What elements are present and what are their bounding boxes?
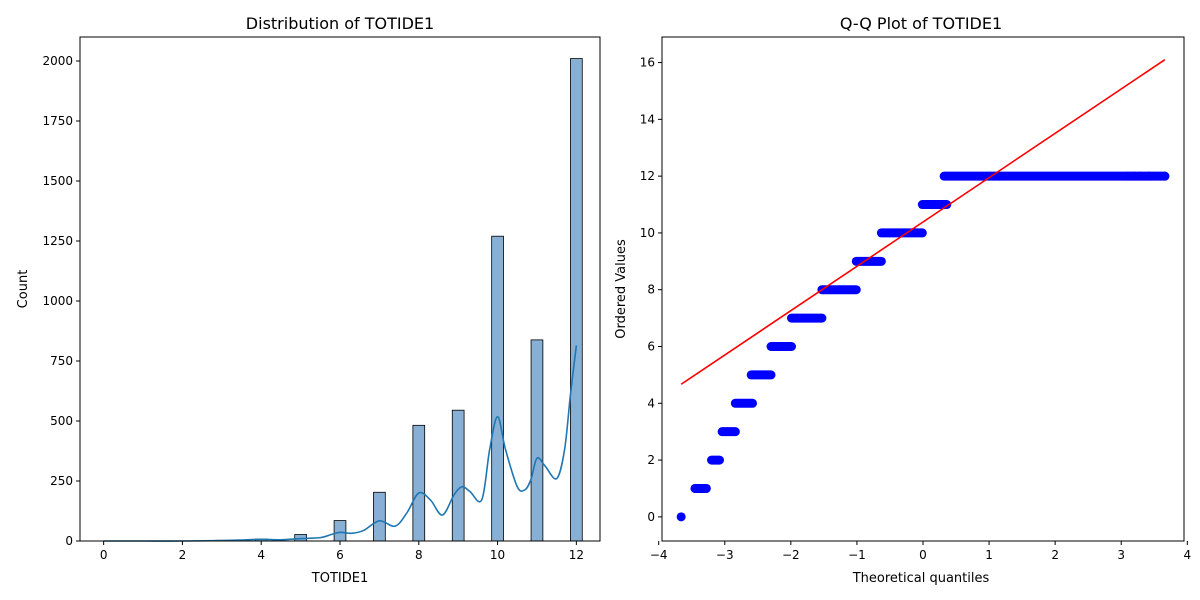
qq-fit-line (680, 59, 1166, 385)
histogram-panel: Distribution of TOTIDE1 0 2 4 6 8 10 12 0 250 50… (16, 14, 601, 586)
qq-y-tick-label: 0 (647, 510, 655, 524)
histogram-bar (373, 491, 386, 542)
histogram-title: Distribution of TOTIDE1 (246, 14, 434, 33)
qq-x-tick-label: 0 (919, 548, 927, 562)
histogram-y-tick-label: 750 (50, 354, 73, 368)
kde-curve (103, 345, 578, 542)
qq-panel: Q-Q Plot of TOTIDE1 −4 −3 −2 −1 0 1 2 3 4 024681… (614, 14, 1191, 586)
qq-x-ticks: −4 −3 −2 −1 0 1 2 3 4 (650, 541, 1191, 562)
qq-point (1135, 171, 1145, 181)
qq-y-label: Ordered Values (614, 239, 629, 339)
histogram-x-tick-label: 10 (490, 548, 505, 562)
qq-y-tick-label: 12 (640, 169, 655, 183)
qq-x-tick-label: −3 (716, 548, 734, 562)
histogram-y-tick-label: 1750 (42, 114, 73, 128)
histogram-bar (412, 424, 426, 542)
histogram-y-tick-label: 1500 (42, 174, 73, 188)
qq-x-label: Theoretical quantiles (852, 571, 990, 586)
histogram-y-tick-label: 500 (50, 414, 73, 428)
histogram-y-label: Count (16, 270, 31, 309)
histogram-x-tick-label: 12 (569, 548, 584, 562)
qq-x-tick-label: 4 (1183, 548, 1191, 562)
qq-x-tick-label: 1 (985, 548, 993, 562)
qq-x-tick-label: −4 (650, 548, 668, 562)
qq-x-tick-label: −1 (848, 548, 866, 562)
qq-y-tick-label: 10 (640, 226, 655, 240)
histogram-bar (451, 409, 465, 542)
qq-y-ticks: 0 2 4 6 8 10 12 14 16 (640, 56, 662, 524)
histogram-y-tick-label: 250 (50, 474, 73, 488)
qq-point (1123, 171, 1133, 181)
histogram-x-tick-label: 6 (336, 548, 344, 562)
qq-y-tick-label: 16 (640, 56, 655, 70)
qq-frame (661, 36, 1185, 542)
histogram-plot-area (103, 58, 583, 542)
qq-point (690, 483, 700, 493)
histogram-x-label: TOTIDE1 (311, 571, 368, 586)
qq-y-tick-label: 14 (640, 112, 655, 126)
histogram-bar (333, 520, 347, 542)
qq-point (676, 512, 686, 522)
qq-y-tick-label: 6 (647, 339, 655, 353)
histogram-frame (79, 36, 601, 542)
qq-title: Q-Q Plot of TOTIDE1 (840, 14, 1002, 33)
histogram-y-tick-label: 0 (65, 534, 73, 548)
histogram-bar (491, 235, 504, 542)
qq-plot-area (676, 59, 1170, 522)
histogram-y-tick-label: 2000 (42, 54, 73, 68)
histogram-y-tick-label: 1000 (42, 294, 73, 308)
qq-x-tick-label: 2 (1051, 548, 1059, 562)
histogram-y-tick-label: 1250 (42, 234, 73, 248)
histogram-y-ticks: 0 250 500 750 1000 1250 1500 1750 2000 (42, 54, 80, 548)
histogram-x-tick-label: 0 (100, 548, 108, 562)
histogram-x-tick-label: 8 (415, 548, 423, 562)
qq-y-tick-label: 2 (647, 453, 655, 467)
histogram-x-tick-label: 2 (179, 548, 187, 562)
histogram-x-ticks: 0 2 4 6 8 10 12 (100, 541, 584, 562)
qq-point (701, 483, 711, 493)
qq-point (1144, 171, 1154, 181)
histogram-bar (530, 339, 544, 542)
qq-x-tick-label: 3 (1117, 548, 1125, 562)
qq-point (1160, 171, 1170, 181)
histogram-x-tick-label: 4 (257, 548, 265, 562)
histogram-bar (570, 58, 583, 542)
qq-x-tick-label: −2 (782, 548, 800, 562)
qq-y-tick-label: 8 (647, 283, 655, 297)
qq-y-tick-label: 4 (647, 396, 655, 410)
